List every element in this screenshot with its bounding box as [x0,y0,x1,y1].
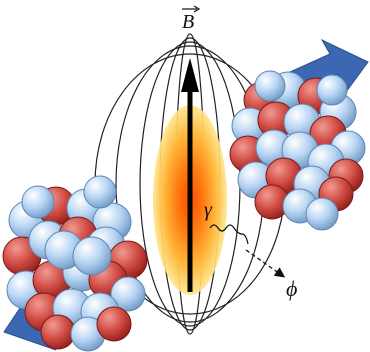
field-label: B [182,11,194,33]
field-label-vector-arrow-head-icon [193,5,201,13]
left-nucleus [2,175,148,352]
particle-label: ϕ [286,276,297,301]
proton-sphere [96,306,132,342]
photon-wave [209,224,249,245]
proton-sphere [40,314,76,350]
neutron-sphere [254,70,286,102]
neutron-sphere [110,276,146,312]
neutron-sphere [83,175,117,209]
phi-dashed-arrow [245,249,286,278]
neutron-sphere [72,236,112,276]
neutron-sphere [316,74,348,106]
neutron-sphere [305,197,339,231]
field-arrow-head-icon [181,58,199,92]
photon-label: γ [204,199,213,221]
right-nucleus [229,70,366,231]
neutron-sphere [21,185,55,219]
